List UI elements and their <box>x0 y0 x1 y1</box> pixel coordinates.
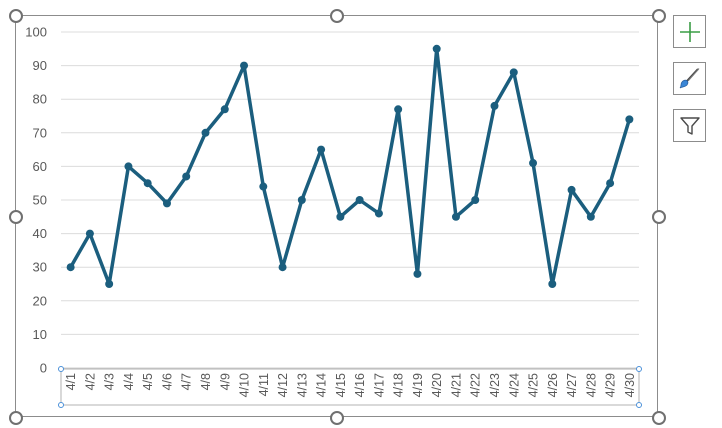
data-point <box>374 209 383 218</box>
plus-icon <box>679 21 700 42</box>
x-tick-label: 4/27 <box>565 373 579 397</box>
data-point <box>124 162 133 171</box>
resize-handle-top-left[interactable] <box>9 9 23 23</box>
x-tick-label: 4/18 <box>392 373 406 397</box>
data-point <box>105 280 114 288</box>
data-point <box>490 101 499 110</box>
x-tick-label: 4/14 <box>315 373 329 397</box>
data-point <box>85 229 94 238</box>
data-point <box>529 159 538 168</box>
x-tick-label: 4/20 <box>430 373 444 397</box>
axis-selection-handle <box>636 366 642 372</box>
data-point <box>586 212 595 221</box>
resize-handle-bottom-left[interactable] <box>9 411 23 425</box>
x-tick-label: 4/15 <box>334 373 348 397</box>
chart-styles-button[interactable] <box>673 62 706 95</box>
x-tick-label: 4/2 <box>83 373 97 390</box>
data-point <box>394 105 403 114</box>
paintbrush-icon <box>679 67 699 88</box>
data-point <box>317 145 326 154</box>
data-point <box>548 280 557 288</box>
series-line <box>69 47 632 286</box>
x-tick-label: 4/19 <box>411 373 425 397</box>
data-point <box>567 185 576 194</box>
data-point <box>432 44 441 53</box>
y-tick-label: 60 <box>33 159 47 174</box>
data-point <box>220 105 229 114</box>
resize-handle-top-right[interactable] <box>652 9 666 23</box>
resize-handle-middle-left[interactable] <box>9 210 23 224</box>
y-tick-label: 20 <box>33 293 47 308</box>
y-tick-label: 50 <box>33 193 47 208</box>
filter-icon <box>679 116 700 135</box>
y-tick-label: 90 <box>33 58 47 73</box>
y-tick-label: 40 <box>33 226 47 241</box>
chart-filters-button[interactable] <box>673 109 706 142</box>
data-point <box>259 182 268 191</box>
data-point <box>413 269 422 278</box>
x-tick-label: 4/12 <box>276 373 290 397</box>
x-tick-label: 4/17 <box>372 373 386 397</box>
data-point <box>297 196 306 204</box>
y-tick-label: 80 <box>33 92 47 107</box>
data-point <box>66 263 75 272</box>
x-tick-label: 4/23 <box>488 373 502 397</box>
chart-elements-button[interactable] <box>673 15 706 48</box>
data-point <box>625 115 634 124</box>
x-tick-label: 4/25 <box>527 373 541 397</box>
data-point <box>336 212 345 221</box>
x-axis-selection <box>60 368 640 406</box>
y-tick-label: 70 <box>33 125 47 140</box>
x-tick-label: 4/26 <box>546 373 560 397</box>
x-tick-label: 4/29 <box>604 373 618 397</box>
resize-handle-bottom-center[interactable] <box>330 411 344 425</box>
data-point <box>162 199 171 208</box>
axis-selection-handle <box>58 366 64 372</box>
data-point <box>606 179 615 188</box>
resize-handle-middle-right[interactable] <box>652 210 666 224</box>
x-tick-label: 4/28 <box>584 373 598 397</box>
x-tick-label: 4/1 <box>64 373 78 390</box>
x-tick-label: 4/4 <box>122 373 136 390</box>
data-point <box>471 196 480 204</box>
y-tick-label: 30 <box>33 260 47 275</box>
resize-handle-bottom-right[interactable] <box>652 411 666 425</box>
data-point <box>355 196 364 204</box>
x-tick-label: 4/7 <box>180 373 194 390</box>
data-point <box>509 68 518 77</box>
y-tick-label: 10 <box>33 327 47 342</box>
data-point <box>182 172 191 181</box>
x-tick-label: 4/30 <box>623 373 637 397</box>
x-tick-label: 4/3 <box>103 373 117 390</box>
x-tick-label: 4/10 <box>238 373 252 397</box>
axis-selection-handle <box>58 402 64 408</box>
y-tick-label: 100 <box>25 25 47 40</box>
resize-handle-top-center[interactable] <box>330 9 344 23</box>
data-point <box>278 263 287 272</box>
axis-selection-handle <box>636 402 642 408</box>
x-tick-label: 4/5 <box>141 373 155 390</box>
x-tick-label: 4/21 <box>449 373 463 397</box>
x-tick-label: 4/16 <box>353 373 367 397</box>
data-point <box>451 212 460 221</box>
data-point <box>201 128 210 137</box>
data-point <box>143 179 152 188</box>
x-tick-label: 4/9 <box>218 373 232 390</box>
data-point <box>240 61 249 70</box>
x-tick-label: 4/11 <box>257 373 271 396</box>
x-tick-label: 4/6 <box>160 373 174 390</box>
x-tick-label: 4/24 <box>507 373 521 397</box>
x-tick-label: 4/8 <box>199 373 213 390</box>
y-tick-label: 0 <box>40 361 47 376</box>
x-tick-label: 4/13 <box>295 373 309 397</box>
x-tick-label: 4/22 <box>469 373 483 397</box>
